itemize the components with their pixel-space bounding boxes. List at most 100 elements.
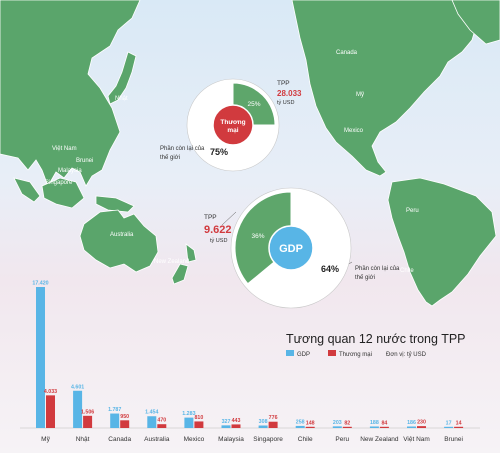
bar-label-trade-7: 148 xyxy=(306,420,315,426)
bar-trade-11 xyxy=(454,426,464,428)
bar-trade-4 xyxy=(194,421,204,428)
sumatra-landmass xyxy=(13,177,41,203)
australia-landmass xyxy=(79,209,159,273)
bar-gdp-3 xyxy=(147,416,157,428)
gdp-pie-tpp-unit: tỷ USD xyxy=(210,237,227,244)
category-label-0: Mỹ xyxy=(41,436,50,443)
bar-label-trade-11: 14 xyxy=(456,420,462,426)
gdp-pie-center-label: GDP xyxy=(279,243,303,255)
gdp-pie: GDP 36% 64% xyxy=(230,187,352,309)
map-label-japan: Nhật xyxy=(115,96,128,102)
map-label-usa: Mỹ xyxy=(356,92,364,98)
category-label-7: Chile xyxy=(298,436,313,443)
bar-label-trade-8: 82 xyxy=(344,420,350,426)
bar-label-trade-3: 470 xyxy=(157,418,166,424)
trade-pie-tpp-percent: 25% xyxy=(247,101,260,108)
map-label-vietnam: Việt Nam xyxy=(52,146,77,152)
bar-label-trade-6: 776 xyxy=(269,415,278,421)
bar-gdp-8 xyxy=(332,426,342,428)
bar-label-gdp-11: 17 xyxy=(446,420,452,426)
bar-label-gdp-6: 308 xyxy=(259,419,268,425)
trade-pie-center-label: Thương mại xyxy=(220,119,245,134)
chart-title: Tương quan 12 nước trong TPP xyxy=(286,332,466,346)
gdp-pie-tpp-value: 9.622 xyxy=(204,224,232,236)
category-label-9: New Zealand xyxy=(360,436,399,443)
bar-label-trade-2: 950 xyxy=(120,414,129,420)
category-label-1: Nhật xyxy=(76,436,90,443)
trade-pie-tpp-title: TPP xyxy=(277,80,290,87)
bar-label-gdp-4: 1.283 xyxy=(182,411,195,417)
gdp-tpp-connector xyxy=(221,211,237,226)
bar-gdp-2 xyxy=(110,413,120,428)
japan-landmass xyxy=(107,51,137,105)
map-label-brunei: Brunei xyxy=(76,158,93,164)
map-label-malaysia: Malaysia xyxy=(58,168,82,174)
bar-gdp-11 xyxy=(444,426,454,428)
bar-trade-8 xyxy=(342,426,352,428)
map-labels: Canada Mỹ Mexico Nhật Việt Nam Malaysia … xyxy=(45,50,419,274)
gdp-pie-rest-label: Phần còn lại của thế giới xyxy=(355,265,401,281)
chart-legend: GDP Thương mại Đơn vị: tỷ USD xyxy=(286,350,427,358)
map-label-singapore: Singapore xyxy=(45,180,73,186)
trade-pie-rest-label: Phần còn lại của thế giới xyxy=(160,145,206,161)
bar-gdp-1 xyxy=(73,390,83,428)
gdp-pie-tpp-title: TPP xyxy=(204,214,217,221)
gdp-pie-center xyxy=(268,225,314,271)
bar-trade-3 xyxy=(157,424,167,428)
category-label-3: Australia xyxy=(144,436,170,443)
bar-label-trade-10: 230 xyxy=(417,420,426,426)
indonesia-landmass xyxy=(41,177,85,209)
bar-label-gdp-10: 186 xyxy=(407,420,416,426)
trade-pie: Thương mại 25% 75% xyxy=(186,78,280,172)
bar-label-trade-9: 84 xyxy=(381,420,387,426)
bar-label-trade-5: 443 xyxy=(232,418,241,424)
gdp-pie-tpp-slice xyxy=(234,191,292,285)
bar-gdp-9 xyxy=(369,426,379,428)
world-map xyxy=(0,0,500,307)
bar-trade-5 xyxy=(231,424,241,428)
map-label-australia: Australia xyxy=(110,232,134,238)
category-label-8: Peru xyxy=(335,436,349,443)
bar-label-gdp-9: 188 xyxy=(370,420,379,426)
bar-label-trade-4: 810 xyxy=(194,415,203,421)
map-label-canada: Canada xyxy=(336,50,358,56)
category-label-11: Brunei xyxy=(444,436,463,443)
south-america-landmass xyxy=(387,177,497,307)
bar-trade-0 xyxy=(46,395,55,428)
category-label-4: Mexico xyxy=(184,436,205,443)
bar-gdp-10 xyxy=(407,426,416,428)
bar-label-gdp-3: 1.454 xyxy=(145,410,158,416)
map-label-new-zealand: New Zealand xyxy=(154,259,189,265)
trade-pie-tpp-value: 28.033 xyxy=(277,89,302,98)
gdp-pie-tpp-percent: 36% xyxy=(251,233,264,240)
legend-swatch-trade xyxy=(328,350,336,356)
bar-gdp-0 xyxy=(36,287,45,428)
bar-label-trade-1: 1.506 xyxy=(81,409,94,415)
bar-gdp-6 xyxy=(258,425,268,428)
unit-label: Đơn vị: tỷ USD xyxy=(386,351,427,358)
new-zealand-landmass xyxy=(171,243,197,285)
bar-trade-9 xyxy=(379,426,389,428)
trade-pie-tpp-unit: tỷ USD xyxy=(277,99,294,106)
bar-label-trade-0: 4.033 xyxy=(44,389,57,395)
bar-gdp-4 xyxy=(184,417,194,428)
map-label-peru: Peru xyxy=(406,208,419,214)
legend-label-trade: Thương mại xyxy=(339,352,372,358)
bar-trade-2 xyxy=(120,420,130,428)
gdp-pie-rest-percent: 64% xyxy=(321,264,339,274)
greenland-landmass xyxy=(451,0,500,45)
bar-label-gdp-8: 203 xyxy=(333,420,342,426)
category-label-2: Canada xyxy=(108,436,131,443)
bar-label-gdp-0: 17.420 xyxy=(32,281,48,287)
bar-gdp-5 xyxy=(221,425,231,428)
trade-pie-center xyxy=(212,104,254,146)
new-guinea-landmass xyxy=(95,195,135,213)
asia-landmass xyxy=(0,0,141,187)
bar-label-gdp-2: 1.787 xyxy=(108,407,121,413)
bar-trade-7 xyxy=(305,426,315,428)
category-label-10: Việt Nam xyxy=(403,436,430,443)
bar-label-gdp-1: 4.601 xyxy=(71,384,84,390)
bar-trade-1 xyxy=(83,415,93,428)
